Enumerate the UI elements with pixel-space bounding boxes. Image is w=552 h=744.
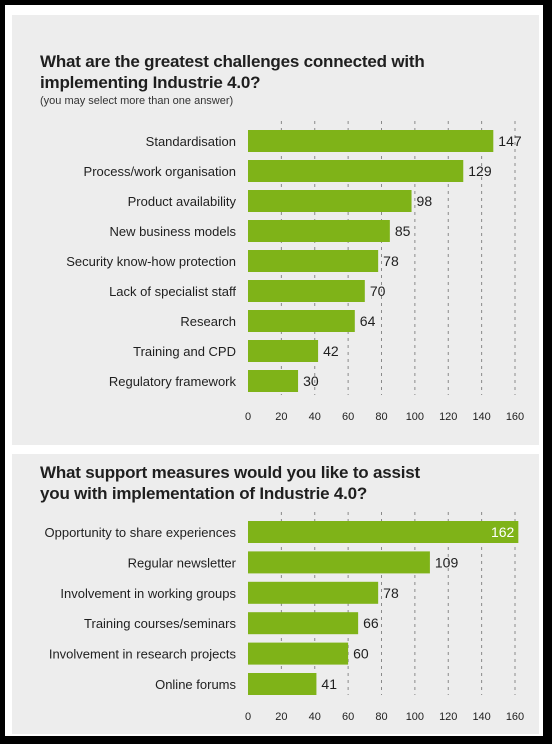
category-label: New business models bbox=[110, 224, 237, 239]
chart-title-line: implementing Industrie 4.0? bbox=[40, 73, 261, 92]
x-tick-label: 160 bbox=[506, 711, 524, 723]
category-label: Regulatory framework bbox=[109, 374, 237, 389]
value-label: 60 bbox=[353, 646, 369, 662]
bar bbox=[248, 370, 299, 392]
challenges-bar-chart: Standardisation 147 Process/work organisat… bbox=[66, 121, 524, 423]
value-label: 30 bbox=[303, 373, 319, 389]
value-label: 162 bbox=[491, 524, 515, 540]
value-label: 78 bbox=[383, 585, 399, 601]
bar bbox=[248, 130, 494, 152]
chart-title-line: What are the greatest challenges connect… bbox=[40, 52, 425, 71]
x-tick-label: 80 bbox=[375, 711, 387, 723]
value-label: 41 bbox=[321, 676, 337, 692]
x-tick-label: 40 bbox=[309, 711, 321, 723]
infographic-frame: What are the greatest challenges connect… bbox=[5, 5, 543, 736]
value-label: 78 bbox=[383, 253, 399, 269]
bar bbox=[248, 612, 359, 635]
challenges-chart-panel: What are the greatest challenges connect… bbox=[12, 15, 539, 445]
bar bbox=[248, 280, 365, 302]
x-tick-label: 100 bbox=[406, 711, 424, 723]
category-label: Involvement in research projects bbox=[49, 647, 237, 662]
value-label: 64 bbox=[360, 313, 376, 329]
category-label: Involvement in working groups bbox=[60, 586, 236, 601]
x-tick-label: 120 bbox=[439, 711, 457, 723]
category-label: Product availability bbox=[128, 194, 237, 209]
bar bbox=[248, 673, 317, 695]
category-label: Training courses/seminars bbox=[84, 616, 236, 631]
bar bbox=[248, 551, 430, 574]
bar bbox=[248, 220, 390, 242]
value-label: 85 bbox=[395, 223, 411, 239]
value-label: 42 bbox=[323, 343, 339, 359]
x-tick-label: 160 bbox=[506, 411, 524, 423]
bar bbox=[248, 642, 349, 665]
chart-subtitle: (you may select more than one answer) bbox=[40, 95, 234, 107]
chart-title: What support measures would you like to … bbox=[40, 462, 420, 504]
category-label: Lack of specialist staff bbox=[109, 284, 236, 299]
x-tick-label: 140 bbox=[472, 711, 490, 723]
x-tick-label: 0 bbox=[245, 711, 251, 723]
value-label: 129 bbox=[468, 163, 492, 179]
x-tick-label: 60 bbox=[342, 711, 354, 723]
x-tick-label: 0 bbox=[245, 411, 251, 423]
category-label: Research bbox=[180, 314, 236, 329]
support-measures-chart-panel: What support measures would you like to … bbox=[12, 454, 539, 734]
x-tick-label: 20 bbox=[275, 411, 287, 423]
x-tick-label: 100 bbox=[406, 411, 424, 423]
x-tick-label: 120 bbox=[439, 411, 457, 423]
category-label: Training and CPD bbox=[133, 344, 236, 359]
bar bbox=[248, 340, 319, 362]
bar bbox=[248, 310, 355, 332]
chart-title: What are the greatest challenges connect… bbox=[40, 51, 425, 93]
x-tick-label: 20 bbox=[275, 711, 287, 723]
bar bbox=[248, 250, 379, 272]
value-label: 98 bbox=[417, 193, 433, 209]
bar bbox=[248, 190, 412, 212]
bar bbox=[248, 160, 464, 182]
category-label: Security know-how protection bbox=[66, 254, 236, 269]
chart-title-line: you with implementation of Industrie 4.0… bbox=[40, 484, 368, 503]
category-label: Online forums bbox=[155, 677, 236, 692]
category-label: Process/work organisation bbox=[84, 164, 236, 179]
value-label: 147 bbox=[498, 133, 522, 149]
bar bbox=[248, 521, 519, 543]
category-label: Regular newsletter bbox=[128, 555, 237, 570]
support-measures-bar-chart: Opportunity to share experiences 162 Regul… bbox=[45, 512, 524, 723]
x-tick-label: 140 bbox=[472, 411, 490, 423]
value-label: 66 bbox=[363, 615, 379, 631]
category-label: Opportunity to share experiences bbox=[45, 525, 237, 540]
bar bbox=[248, 581, 379, 604]
x-tick-label: 80 bbox=[375, 411, 387, 423]
x-tick-label: 60 bbox=[342, 411, 354, 423]
value-label: 109 bbox=[435, 554, 459, 570]
chart-title-line: What support measures would you like to … bbox=[40, 463, 420, 482]
category-label: Standardisation bbox=[146, 134, 236, 149]
value-label: 70 bbox=[370, 283, 386, 299]
x-tick-label: 40 bbox=[309, 411, 321, 423]
